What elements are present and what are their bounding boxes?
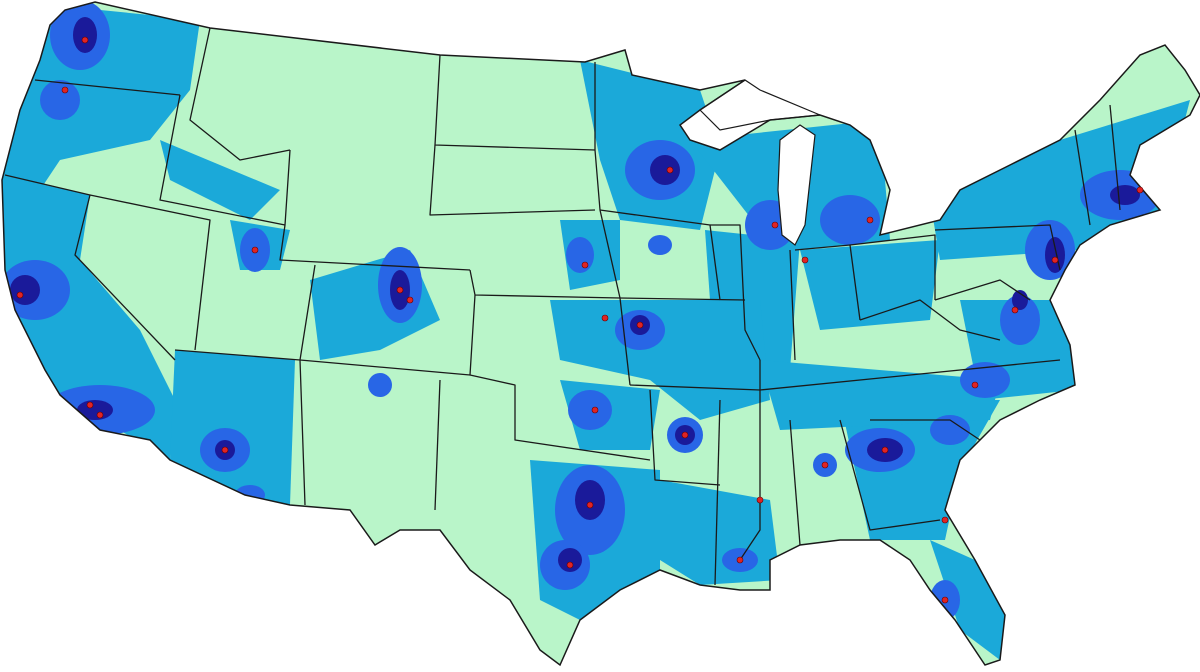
- lake-michigan: [777, 124, 816, 246]
- density-layer: [2, 2, 1190, 660]
- state-borders: [4, 27, 1121, 586]
- city-markers: [16, 36, 1144, 604]
